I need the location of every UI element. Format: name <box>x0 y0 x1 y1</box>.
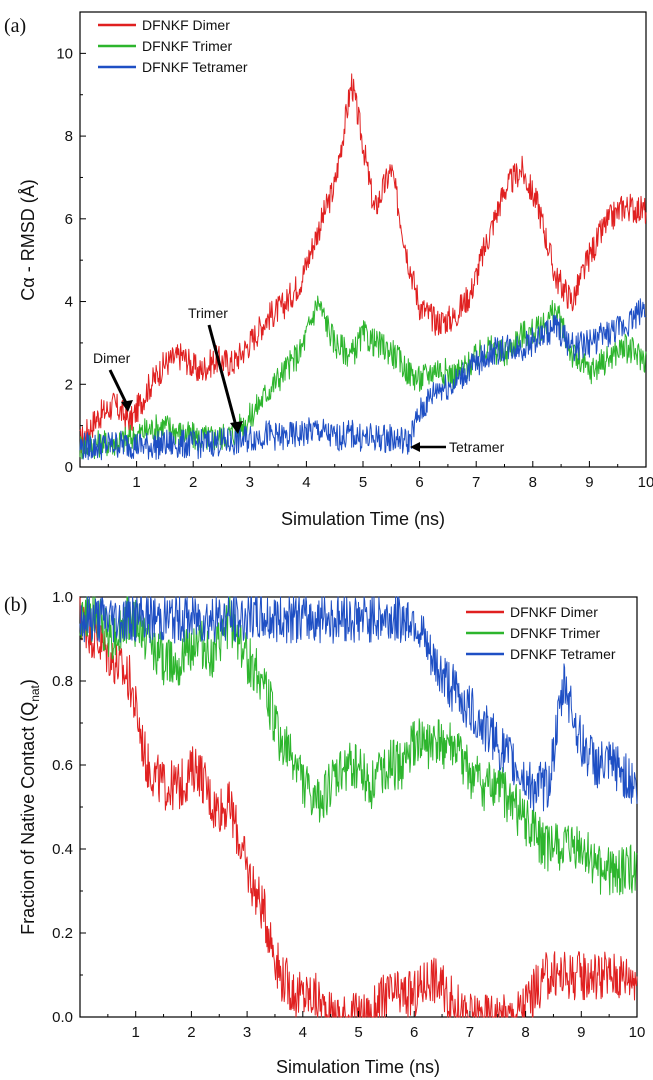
y-tick-label: 6 <box>65 211 73 228</box>
x-tick-label: 8 <box>521 1024 529 1041</box>
legend-label: DFNKF Tetramer <box>510 646 616 662</box>
annotation-trimer: Trimer <box>188 305 228 321</box>
panel-b-native-contact-chart: (b) 1 2 3 4 5 6 7 8 9 10 0.0 0.2 0.4 0.6 0.8 1.0 Simula… <box>4 589 645 1077</box>
y-axis-label-b-end: ) <box>18 679 38 685</box>
x-tick-label: 10 <box>629 1024 646 1041</box>
x-tick-label: 2 <box>189 474 197 491</box>
x-axis-label-b: Simulation Time (ns) <box>276 1057 440 1077</box>
y-tick-label: 0.4 <box>52 841 73 858</box>
y-tick-label: 0 <box>65 459 73 476</box>
plot-frame-a <box>79 11 647 468</box>
y-tick-label: 4 <box>65 294 73 311</box>
y-axis-label-b-sub: nat <box>28 684 42 701</box>
panel-a-rmsd-chart: (a) 1 2 3 4 5 6 7 8 9 10 0 2 4 6 8 10 Simulation Time (… <box>4 11 653 529</box>
legend-a: DFNKF Dimer DFNKF Trimer DFNKF Tetramer <box>98 17 248 75</box>
series-line-dfnkf-dimer <box>79 73 647 454</box>
x-tick-label: 8 <box>529 474 537 491</box>
x-tick-label: 2 <box>187 1024 195 1041</box>
x-tick-label: 4 <box>299 1024 307 1041</box>
arrowhead-trimer <box>230 421 243 434</box>
series-line-dfnkf-trimer <box>79 596 638 896</box>
x-tick-label: 3 <box>243 1024 251 1041</box>
x-tick-label: 7 <box>472 474 480 491</box>
y-axis-label-a: Cα - RMSD (Å) <box>18 179 38 300</box>
x-tick-label: 6 <box>415 474 423 491</box>
legend-label: DFNKF Dimer <box>142 17 230 33</box>
x-tick-label: 3 <box>246 474 254 491</box>
legend-label: DFNKF Trimer <box>510 625 601 641</box>
legend-label: DFNKF Trimer <box>142 38 233 54</box>
arrowhead-dimer <box>121 400 133 412</box>
x-tick-label: 6 <box>410 1024 418 1041</box>
arrow-trimer <box>207 324 238 427</box>
legend-b: DFNKF Dimer DFNKF Trimer DFNKF Tetramer <box>466 604 616 662</box>
x-tick-label: 4 <box>302 474 310 491</box>
x-tick-label: 9 <box>585 474 593 491</box>
x-tick-label: 5 <box>354 1024 362 1041</box>
y-tick-label: 0.6 <box>52 757 73 774</box>
y-axis-label-b-main: Fraction of Native Contact (Q <box>18 702 38 935</box>
y-tick-label: 0.0 <box>52 1009 73 1026</box>
x-tick-label: 1 <box>132 474 140 491</box>
arrowhead-tetramer <box>410 442 420 452</box>
y-tick-label: 2 <box>65 376 73 393</box>
legend-label: DFNKF Dimer <box>510 604 598 620</box>
x-tick-label: 1 <box>132 1024 140 1041</box>
series-line-dfnkf-tetramer <box>79 298 647 461</box>
series-line-dfnkf-tetramer <box>79 596 638 812</box>
legend-label: DFNKF Tetramer <box>142 59 248 75</box>
arrow-dimer <box>108 369 130 408</box>
y-tick-label: 0.2 <box>52 925 73 942</box>
panel-b-label: (b) <box>4 594 27 616</box>
y-axis-label-b: Fraction of Native Contact (Qnat) <box>18 679 42 935</box>
x-tick-label: 9 <box>577 1024 585 1041</box>
annotation-tetramer: Tetramer <box>449 439 505 455</box>
x-tick-label: 10 <box>638 474 653 491</box>
series-line-dfnkf-trimer <box>79 295 647 460</box>
y-tick-label: 1.0 <box>52 589 73 606</box>
x-axis-label-a: Simulation Time (ns) <box>281 509 445 529</box>
y-tick-label: 8 <box>65 128 73 145</box>
annotation-dimer: Dimer <box>93 350 131 366</box>
panel-a-label: (a) <box>4 15 26 37</box>
y-tick-label: 10 <box>56 45 73 62</box>
x-tick-label: 7 <box>466 1024 474 1041</box>
y-tick-label: 0.8 <box>52 673 73 690</box>
x-tick-label: 5 <box>359 474 367 491</box>
